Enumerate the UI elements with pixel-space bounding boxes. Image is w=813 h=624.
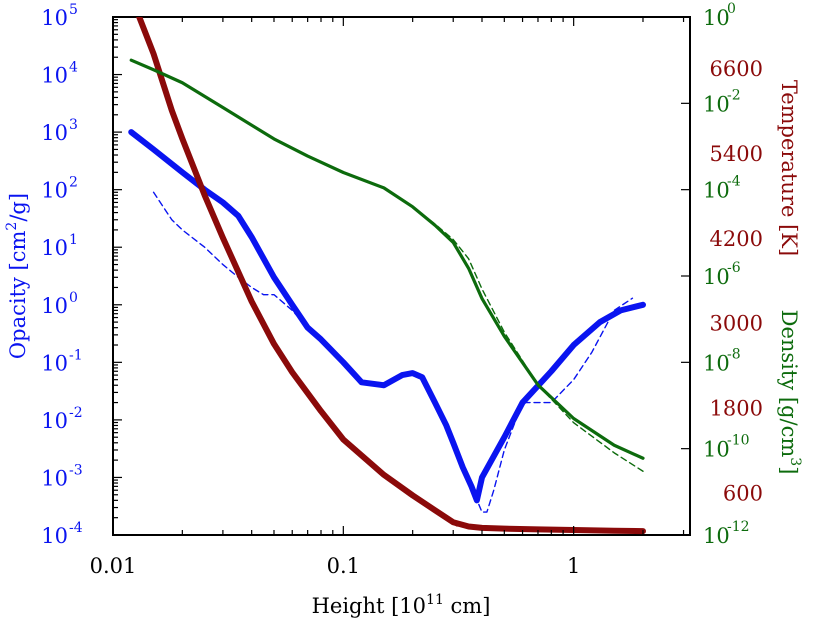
density-tick-label: 10 (703, 351, 730, 375)
opacity-axis-title-main: Opacity [cm (6, 230, 30, 359)
density-tick-exponent: -12 (727, 519, 750, 535)
temperature-tick-label: 6600 (710, 57, 763, 81)
opacity-series-solid-0 (128, 129, 646, 504)
opacity-tick-exponent: 5 (69, 2, 78, 18)
x-axis-title-sup: 11 (426, 592, 444, 608)
x-tick-label: 0.01 (90, 554, 137, 578)
opacity-tick-label: 10 (41, 64, 68, 88)
ticks-layer (112, 16, 690, 536)
opacity-tick-label: 10 (41, 121, 68, 145)
density-axis-title-tail: ] (777, 466, 801, 474)
density-tick-label: 10 (703, 179, 730, 203)
temperature-tick-label: 3000 (710, 312, 763, 336)
density-axis-title: Density [g/cm3] (777, 310, 803, 475)
axis-labels-layer: 0.01 0.1 110 -410 -310 -210 -110 010 110 210 310 41… (4, 1, 803, 618)
density-tick-label: 10 (703, 92, 730, 116)
density-tick-exponent: -2 (727, 87, 741, 103)
density-tick-label: 10 (703, 265, 730, 289)
opacity-tick-label: 10 (41, 466, 68, 490)
opacity-axis-title-tail: /g] (6, 193, 30, 222)
density-axis-title-main: Density [g/cm (777, 310, 801, 458)
opacity-tick-exponent: -1 (69, 347, 83, 363)
x-axis-title-main: Height [10 (312, 594, 426, 618)
temperature-tick-label: 4200 (710, 227, 763, 251)
density-tick-exponent: 0 (727, 1, 736, 17)
density-series-solid-4 (129, 58, 645, 460)
temperature-tick-label: 600 (723, 482, 763, 506)
temperature-axis-title: Temperature [K] (777, 80, 801, 256)
x-axis-title: Height [1011 cm] (312, 592, 491, 618)
density-axis-title-sup: 3 (787, 457, 803, 466)
x-tick-label: 0.1 (327, 554, 360, 578)
temperature-tick-label: 1800 (710, 397, 763, 421)
density-tick-exponent: -8 (727, 346, 741, 362)
opacity-tick-label: 10 (41, 294, 68, 318)
opacity-axis-title: Opacity [cm2/g] (4, 193, 30, 359)
opacity-tick-exponent: 3 (69, 117, 78, 133)
opacity-tick-exponent: -2 (69, 405, 83, 421)
opacity-tick-exponent: 4 (69, 60, 78, 76)
opacity-tick-label: 10 (41, 236, 68, 260)
opacity-tick-exponent: 2 (69, 175, 78, 191)
opacity-tick-label: 10 (41, 409, 68, 433)
opacity-tick-label: 10 (41, 179, 68, 203)
density-tick-label: 10 (703, 524, 730, 548)
opacity-tick-label: 10 (41, 6, 68, 30)
x-axis-title-tail: cm] (444, 594, 491, 618)
temperature-series-dashed-3 (138, 17, 470, 528)
density-tick-label: 10 (703, 438, 730, 462)
density-tick-exponent: -10 (727, 433, 750, 449)
density-tick-exponent: -4 (727, 174, 741, 190)
temperature-tick-label: 5400 (710, 142, 763, 166)
opacity-tick-label: 10 (41, 524, 68, 548)
opacity-tick-label: 10 (41, 351, 68, 375)
temperature-series-solid-2 (136, 17, 646, 535)
opacity-tick-exponent: 0 (69, 290, 78, 306)
opacity-tick-exponent: 1 (69, 232, 78, 248)
density-tick-label: 10 (703, 6, 730, 30)
density-tick-exponent: -6 (727, 260, 741, 276)
series-layer (128, 17, 646, 535)
opacity-axis-title-sup: 2 (4, 222, 20, 231)
x-tick-label: 1 (567, 554, 580, 578)
density-series-dashed-5 (130, 59, 644, 472)
opacity-tick-exponent: -4 (69, 520, 83, 536)
opacity-tick-exponent: -3 (69, 462, 83, 478)
